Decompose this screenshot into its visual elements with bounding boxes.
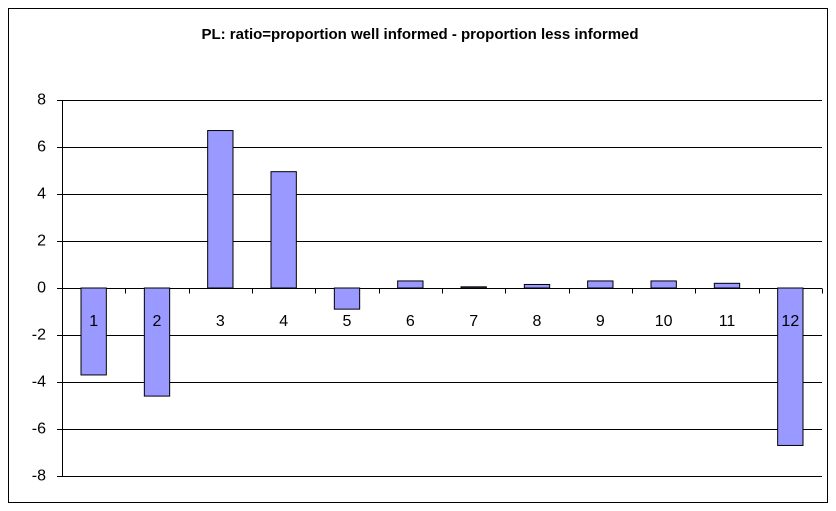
x-tick-label: 12 xyxy=(781,313,799,330)
x-tick-label: 3 xyxy=(216,313,225,330)
y-tick-label: 2 xyxy=(37,233,46,250)
x-tick-label: 5 xyxy=(343,313,352,330)
bar xyxy=(80,287,107,376)
chart-title: PL: ratio=proportion well informed - pro… xyxy=(201,26,638,43)
y-tick-label: 4 xyxy=(37,186,46,203)
bar xyxy=(143,287,171,397)
bar xyxy=(270,171,297,289)
chart-border xyxy=(8,8,828,503)
bar xyxy=(397,280,424,289)
bar xyxy=(460,286,487,289)
bar xyxy=(207,130,234,289)
x-tick-label: 1 xyxy=(89,313,98,330)
y-tick-label: 8 xyxy=(37,92,46,109)
bar xyxy=(523,283,551,289)
bar xyxy=(777,287,804,446)
x-tick-label: 9 xyxy=(596,313,605,330)
y-tick-label: -2 xyxy=(32,327,46,344)
x-tick-label: 11 xyxy=(719,313,736,330)
x-tick-label: 10 xyxy=(655,313,673,330)
x-tick-label: 7 xyxy=(469,313,478,330)
y-tick-label: 0 xyxy=(37,280,46,297)
bar xyxy=(587,280,614,289)
y-tick-label: -4 xyxy=(32,374,46,391)
bar xyxy=(650,280,677,289)
x-tick-label: 6 xyxy=(406,313,415,330)
bar xyxy=(333,287,361,310)
y-tick-label: 6 xyxy=(37,139,46,156)
x-tick-label: 8 xyxy=(533,313,542,330)
y-tick-label: -6 xyxy=(32,421,46,438)
y-tick-label: -8 xyxy=(32,468,46,485)
x-tick-label: 2 xyxy=(153,313,162,330)
bar xyxy=(713,282,741,289)
x-tick-label: 4 xyxy=(279,313,288,330)
